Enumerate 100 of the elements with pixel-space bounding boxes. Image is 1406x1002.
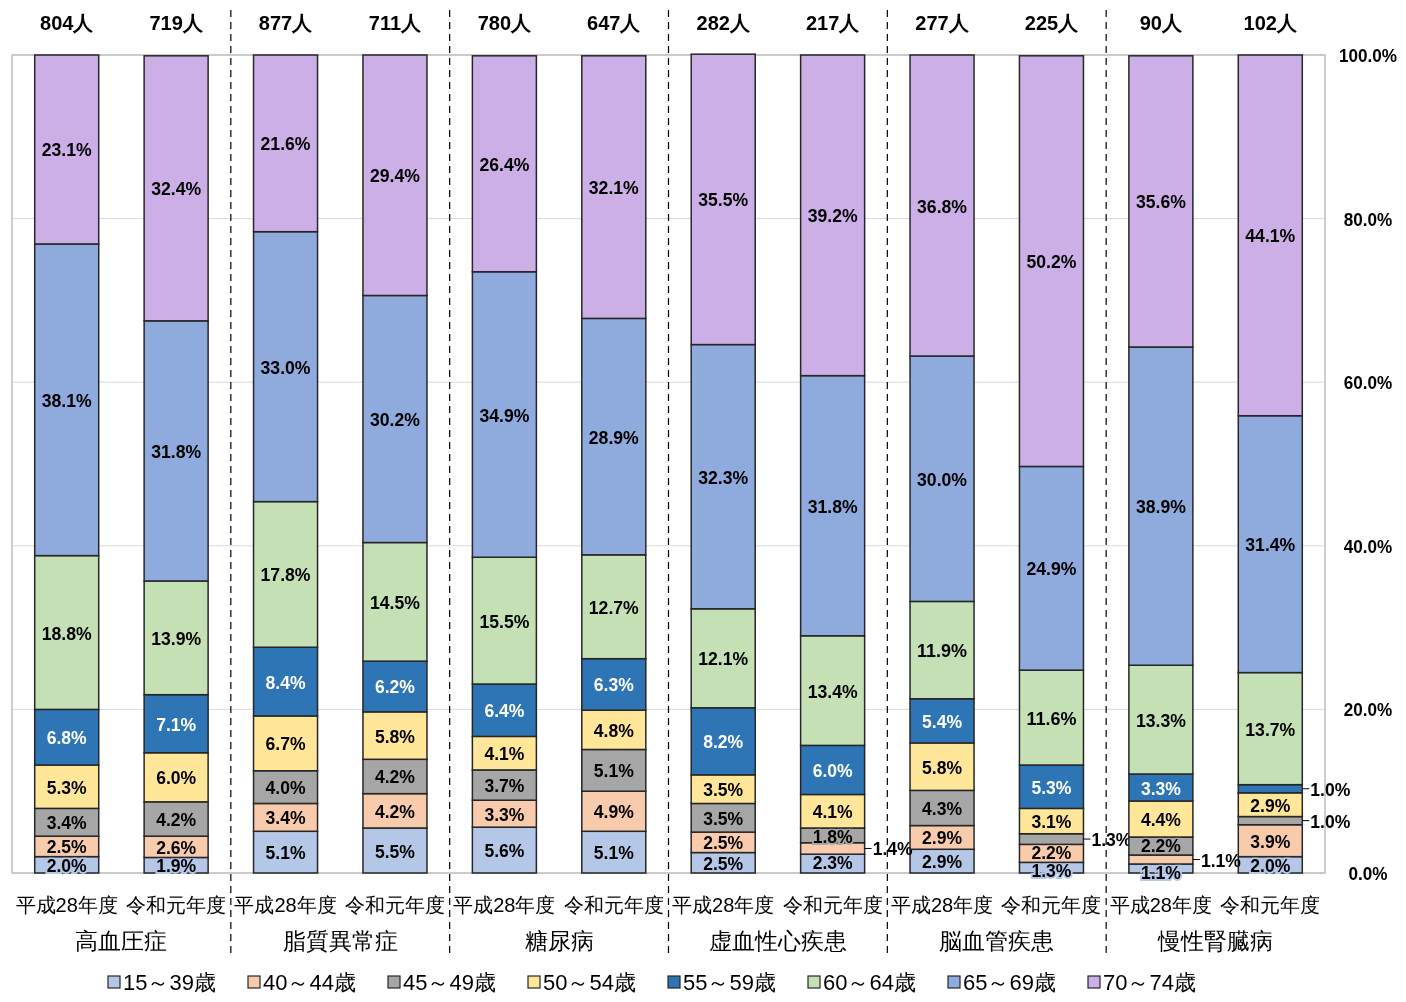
data-label: 29.4% (369, 165, 424, 187)
text: 217人 (805, 12, 861, 34)
data-label: 4.1% (812, 801, 856, 823)
text: 慢性腎臓病 (1157, 928, 1274, 954)
data-label: 3.3% (484, 803, 528, 825)
data-label: 3.5% (703, 779, 747, 801)
data-label: 5.5% (374, 840, 419, 862)
data-label: 6.2% (374, 676, 419, 698)
data-label: 21.6% (260, 133, 315, 155)
data-label: 5.1% (593, 842, 638, 864)
data-label: 1.0% (1310, 778, 1354, 800)
data-label: 13.9% (151, 627, 205, 649)
text: 高血圧症 (75, 928, 168, 954)
text: 282人 (696, 12, 751, 34)
data-label: 3.1% (1031, 811, 1075, 833)
legend-label: 60～64歳 (823, 970, 916, 995)
data-label: 5.6% (484, 840, 528, 862)
x-tick-label: 平成28年度 (890, 894, 994, 916)
data-label: 32.3% (698, 466, 753, 488)
data-label: 6.4% (484, 700, 528, 722)
text: 脂質異常症 (282, 928, 398, 954)
data-label: 15.5% (479, 610, 534, 632)
x-tick-label: 令和元年度 (1001, 894, 1102, 916)
x-tick-label: 令和元年度 (563, 894, 664, 916)
text: 277人 (915, 12, 970, 34)
data-label: 4.2% (374, 800, 419, 822)
data-label: 2.5% (703, 832, 747, 854)
data-label: 2.2% (1140, 835, 1185, 857)
legend-label: 55～59歳 (683, 970, 776, 995)
data-label: 6.0% (812, 759, 856, 781)
data-label: 5.3% (46, 776, 91, 798)
data-label: 8.2% (703, 731, 747, 753)
data-label: 12.1% (698, 648, 753, 670)
x-tick-label: 平成28年度 (453, 894, 556, 916)
x-tick-label: 令和元年度 (782, 894, 883, 916)
data-label: 6.8% (46, 727, 91, 749)
x-tick-label: 令和元年度 (1220, 894, 1321, 916)
data-label: 2.9% (1250, 794, 1294, 816)
data-label: 4.9% (593, 801, 638, 823)
data-label: 32.1% (588, 177, 643, 199)
data-label: 5.8% (922, 756, 966, 778)
data-label: 4.0% (265, 777, 309, 799)
data-label: 44.1% (1245, 225, 1300, 247)
y-tick-label: 20.0% (1343, 699, 1393, 721)
data-label: 39.2% (807, 205, 862, 227)
data-label: 2.9% (922, 851, 966, 873)
data-label: 4.2% (374, 766, 419, 788)
data-label: 3.9% (1250, 830, 1294, 852)
legend-label: 40～44歳 (263, 970, 356, 995)
data-label: 3.3% (1140, 777, 1185, 799)
data-label: 5.8% (374, 725, 419, 747)
data-label: 4.3% (922, 797, 966, 819)
data-label: 1.0% (1310, 810, 1354, 832)
data-label: 34.9% (479, 404, 534, 426)
text: 脳血管疾患 (939, 928, 1055, 954)
data-label: 12.7% (588, 596, 643, 618)
y-tick-label: 40.0% (1343, 535, 1393, 557)
data-label: 26.4% (479, 153, 534, 175)
x-tick-label: 平成28年度 (15, 894, 118, 916)
data-label: 24.9% (1026, 558, 1081, 580)
data-label: 3.4% (46, 812, 91, 834)
data-label: 2.3% (812, 852, 856, 874)
data-label: 3.4% (265, 807, 309, 829)
data-label: 3.5% (703, 807, 747, 829)
data-label: 5.3% (1031, 776, 1075, 798)
text: 780人 (477, 12, 533, 34)
y-tick-label: 60.0% (1343, 372, 1393, 394)
data-label: 32.4% (151, 178, 205, 200)
data-label: 38.9% (1135, 496, 1190, 518)
data-label: 5.4% (922, 710, 966, 732)
data-label: 35.6% (1135, 191, 1190, 213)
y-tick-label: 0.0% (1348, 863, 1388, 885)
x-tick-label: 令和元年度 (126, 894, 227, 916)
data-label: 23.1% (41, 139, 96, 161)
data-label: 14.5% (369, 591, 424, 613)
data-label: 17.8% (260, 564, 315, 586)
data-label: 33.0% (260, 356, 315, 378)
data-label: 6.3% (593, 674, 638, 696)
data-label: 7.1% (156, 713, 200, 735)
data-label: 6.7% (265, 733, 309, 755)
data-label: 31.4% (1245, 534, 1300, 556)
legend-label: 70～74歳 (1103, 970, 1196, 995)
data-label: 18.8% (41, 622, 96, 644)
legend-label: 45～49歳 (403, 970, 496, 995)
legend-label: 65～69歳 (963, 970, 1056, 995)
x-tick-label: 令和元年度 (344, 894, 445, 916)
data-label: 2.6% (156, 836, 200, 858)
data-label: 38.1% (41, 389, 96, 411)
y-tick-label: 80.0% (1343, 208, 1393, 230)
data-label: 2.5% (703, 852, 747, 874)
data-label: 6.0% (156, 767, 200, 789)
text: 糖尿病 (524, 928, 594, 954)
data-label: 13.4% (807, 680, 862, 702)
text: 102人 (1243, 12, 1298, 34)
data-label: 8.4% (265, 671, 309, 693)
legend-label: 15～39歳 (123, 970, 216, 995)
data-label: 2.9% (922, 827, 966, 849)
data-label: 4.4% (1140, 809, 1185, 831)
data-label: 2.2% (1031, 842, 1075, 864)
data-label: 28.9% (588, 426, 643, 448)
